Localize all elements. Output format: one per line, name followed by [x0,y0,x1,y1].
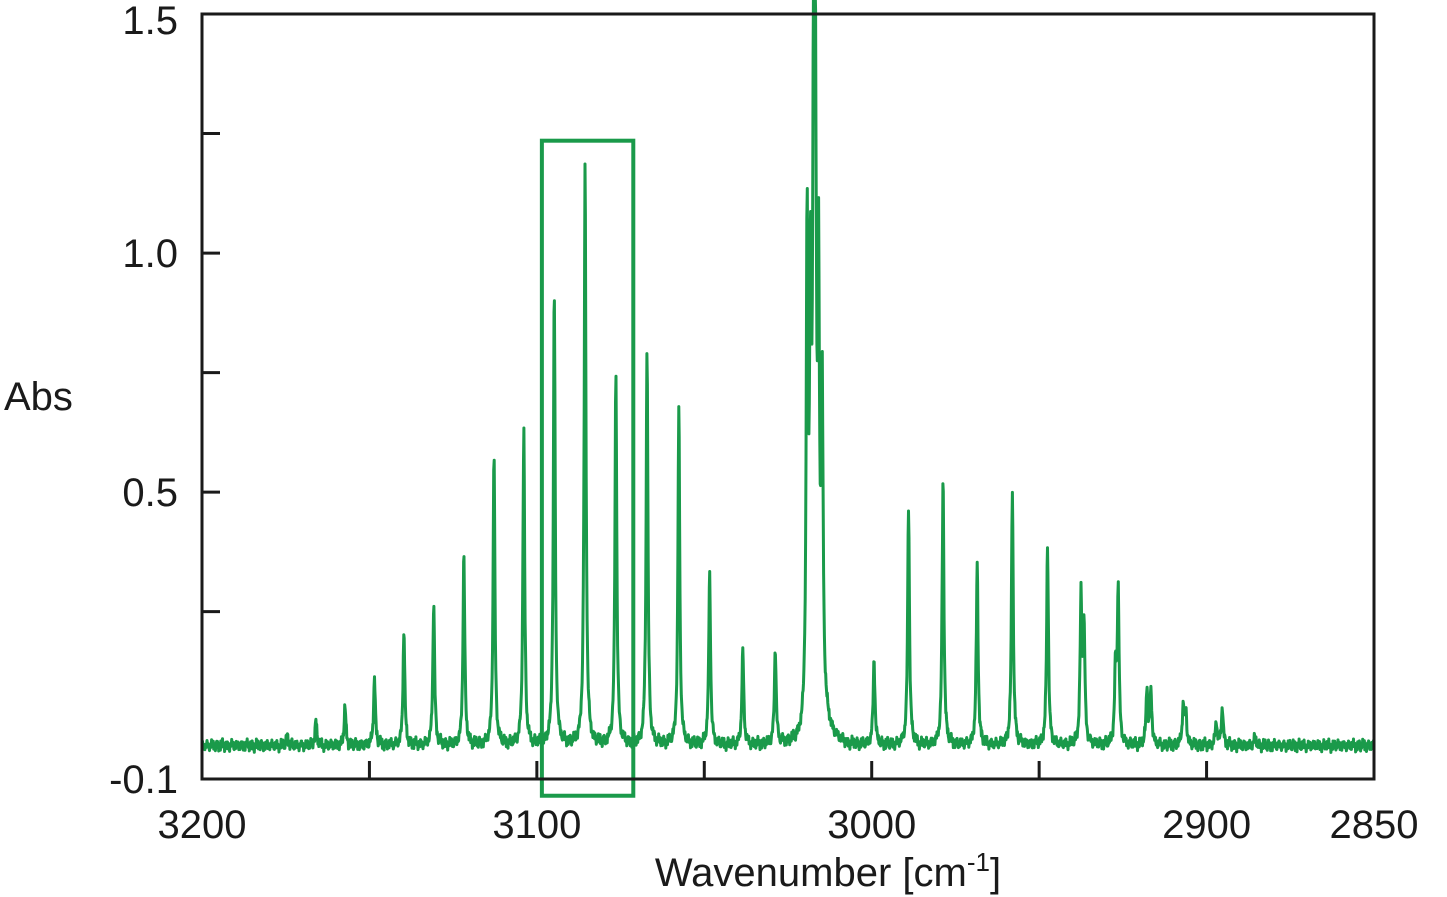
x-axis-title-close: ] [990,851,1001,895]
y-axis-ticks [202,12,220,781]
x-axis-ticks [200,761,1376,779]
annotation-highlight-box [539,138,636,798]
x-tick-label-2850: 2850 [1330,803,1419,847]
y-tick-label--0.1: -0.1 [109,758,178,802]
x-tick-label-3000: 3000 [827,803,916,847]
y-axis-tick-labels: -0.1 0.5 1.0 1.5 [109,0,178,802]
x-tick-label-2900: 2900 [1162,803,1251,847]
x-axis-title: Wavenumber [cm-1] [655,847,1001,895]
y-tick-label-1.5: 1.5 [122,0,178,43]
y-tick-label-1.0: 1.0 [122,232,178,276]
y-tick-label-0.5: 0.5 [122,471,178,515]
series-line-absorbance [200,0,1376,754]
y-axis-title: Abs [4,375,73,419]
x-axis-title-superscript: -1 [967,847,990,877]
x-axis-tick-labels: 3200 3100 3000 2900 2850 [158,803,1419,847]
x-axis-title-main: Wavenumber [cm [655,851,967,895]
plot-frame [200,12,1376,781]
x-tick-label-3200: 3200 [158,803,247,847]
x-tick-label-3100: 3100 [492,803,581,847]
